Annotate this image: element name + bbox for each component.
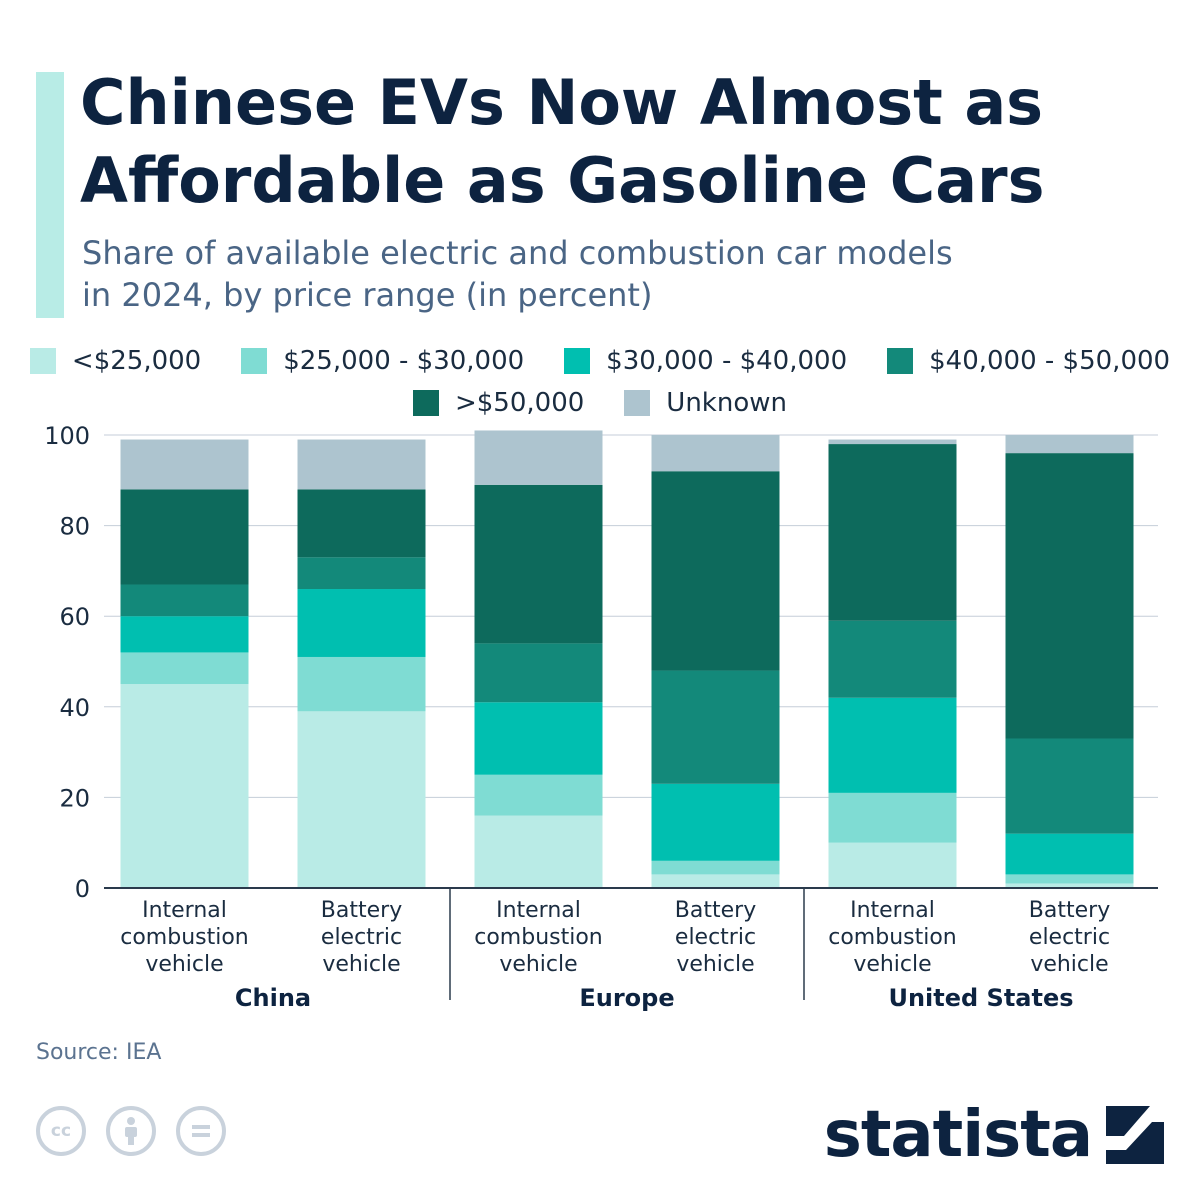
legend-swatch <box>241 348 268 374</box>
y-tick-label: 0 <box>75 875 90 903</box>
x-tick-label: Internal combustion vehicle <box>828 898 957 977</box>
bar-segment <box>828 444 957 621</box>
x-tick-label: Internal combustion vehicle <box>474 898 603 977</box>
legend-item: >$50,000 <box>412 388 585 418</box>
legend-row-1: <$25,000 $25,000 - $30,000 $30,000 - $40… <box>0 346 1200 376</box>
logo-wordmark: statista <box>823 1098 1093 1172</box>
bar-segment <box>828 842 957 888</box>
group-label: Europe <box>579 984 674 1012</box>
y-tick-label: 80 <box>59 513 90 541</box>
stacked-bar-chart: 0 20 40 60 80 100 Internal combustion vehicle Bat… <box>44 422 1158 1012</box>
bar-segment <box>474 484 603 644</box>
bar-segment <box>120 439 249 490</box>
license-icons: cc <box>36 1106 246 1156</box>
legend-label: $40,000 - $50,000 <box>929 346 1171 376</box>
group-label: United States <box>888 984 1073 1012</box>
bar-segment <box>120 584 249 617</box>
bar-segment <box>651 874 780 888</box>
x-tick-label: Battery electric vehicle <box>1029 898 1110 977</box>
legend-swatch <box>624 390 651 416</box>
bar-segment <box>1005 435 1134 454</box>
bar-segment <box>120 616 249 653</box>
bar-segment <box>651 860 780 875</box>
x-tick-label: Battery electric vehicle <box>321 898 402 977</box>
bar-segment <box>297 589 426 657</box>
chart-subtitle: Share of available electric and combusti… <box>82 232 1162 316</box>
y-tick-label: 20 <box>59 784 90 812</box>
source-note: Source: IEA <box>36 1040 162 1065</box>
title-line-2: Affordable as Gasoline Cars <box>80 144 1045 217</box>
bar-segment <box>828 620 957 698</box>
bar-segment <box>474 430 603 485</box>
bar-segment <box>297 489 426 558</box>
bar-segment <box>651 471 780 671</box>
legend-label: $25,000 - $30,000 <box>283 346 525 376</box>
legend-item: $30,000 - $40,000 <box>564 346 847 376</box>
bar-segment <box>297 439 426 490</box>
bar-segment <box>828 439 957 445</box>
legend-label: $30,000 - $40,000 <box>606 346 848 376</box>
bar-segment <box>1005 874 1134 884</box>
attribution-icon <box>106 1106 156 1156</box>
bar-segment <box>1005 833 1134 875</box>
bar-segment <box>120 684 249 888</box>
legend-swatch <box>29 348 56 374</box>
statista-logo: statista <box>824 1098 1164 1172</box>
chart-title: Chinese EVs Now Almost as Affordable as … <box>80 64 1170 220</box>
statista-logo-icon <box>1106 1106 1164 1164</box>
bar-segment <box>1005 883 1134 888</box>
bar-segment <box>651 435 780 472</box>
cc-icon: cc <box>36 1106 86 1156</box>
group-label: China <box>235 984 311 1012</box>
bar-segment <box>828 697 957 793</box>
bar-segment <box>1005 738 1134 834</box>
bar-segment <box>474 643 603 703</box>
bar-segment <box>297 656 426 712</box>
legend-item: Unknown <box>624 388 787 418</box>
bar-segment <box>120 489 249 585</box>
x-tick-label: Internal combustion vehicle <box>120 898 249 977</box>
x-tick-label: Battery electric vehicle <box>675 898 756 977</box>
bar-segment <box>297 711 426 888</box>
legend-label: <$25,000 <box>71 346 202 376</box>
no-derivatives-icon <box>176 1106 226 1156</box>
legend-label: >$50,000 <box>454 388 585 418</box>
bar-segment <box>120 652 249 685</box>
bar-segment <box>297 557 426 590</box>
y-tick-label: 60 <box>59 603 90 631</box>
bar-segment <box>1005 453 1134 739</box>
legend-row-2: >$50,000 Unknown <box>0 388 1200 418</box>
legend-swatch <box>887 348 914 374</box>
y-tick-label: 100 <box>44 422 90 450</box>
legend-label: Unknown <box>666 388 787 418</box>
legend-swatch <box>412 390 439 416</box>
subtitle-line-2: in 2024, by price range (in percent) <box>82 276 653 314</box>
bar-segment <box>651 670 780 784</box>
legend-item: $25,000 - $30,000 <box>241 346 524 376</box>
bar-segment <box>474 815 603 888</box>
title-accent-bar <box>36 72 64 318</box>
legend-item: <$25,000 <box>29 346 202 376</box>
legend-swatch <box>564 348 591 374</box>
y-tick-label: 40 <box>59 694 90 722</box>
bar-segment <box>828 792 957 843</box>
bar-segment <box>651 783 780 861</box>
legend-item: $40,000 - $50,000 <box>887 346 1170 376</box>
subtitle-line-1: Share of available electric and combusti… <box>82 234 953 272</box>
title-line-1: Chinese EVs Now Almost as <box>80 66 1044 139</box>
bar-segment <box>474 774 603 816</box>
bar-segment <box>474 702 603 775</box>
